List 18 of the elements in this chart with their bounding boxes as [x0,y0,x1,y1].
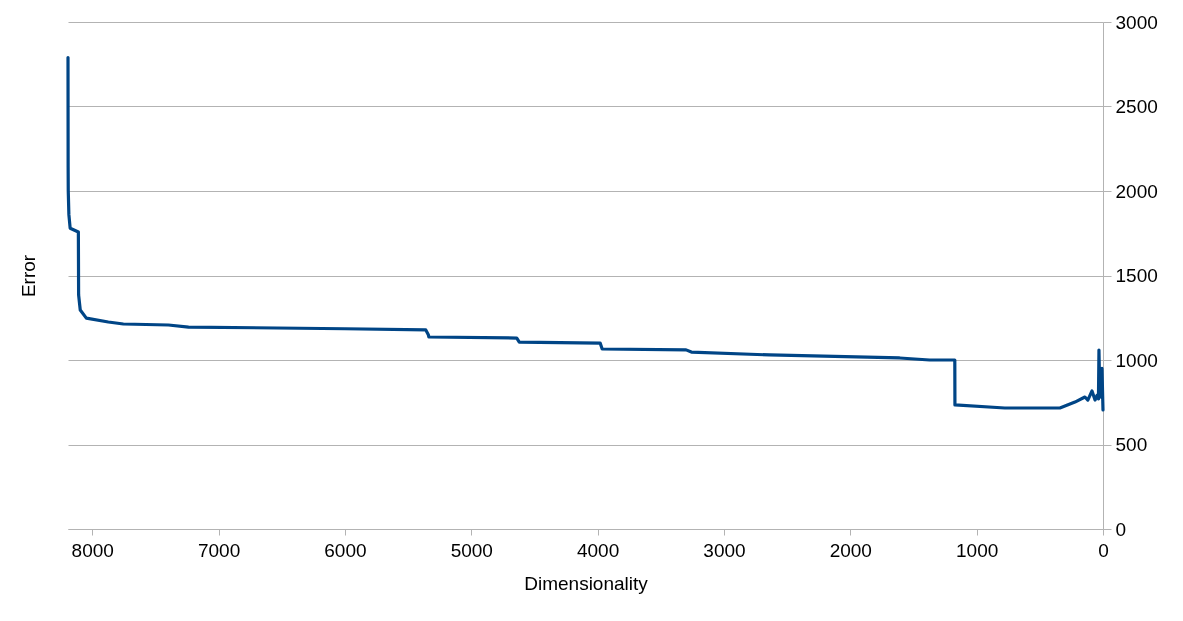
y-axis-title: Error [17,254,39,298]
x-tick-label: 7000 [197,539,241,561]
x-tick-label: 5000 [450,539,493,561]
x-tick-label: 3000 [703,539,746,561]
y-tick-label: 2000 [1115,180,1158,202]
y-tick-label: 2500 [1115,96,1158,117]
x-tick-label: 2000 [829,539,872,561]
y-tick-label: 1500 [1115,265,1158,286]
y-tick-label: 3000 [1115,11,1158,33]
x-tick-label: 6000 [324,539,367,561]
x-tick-label: 1000 [956,539,999,561]
x-tick-label: 4000 [576,539,620,561]
x-tick-label: 0 [1098,539,1109,561]
x-axis-title: Dimensionality [524,572,649,594]
y-tick-label: 500 [1115,434,1148,455]
y-tick-label: 0 [1115,518,1127,540]
x-tick-label: 8000 [71,539,114,561]
y-tick-label: 1000 [1115,349,1158,371]
